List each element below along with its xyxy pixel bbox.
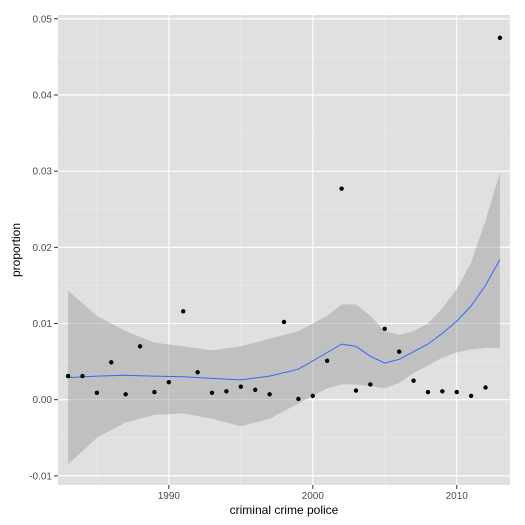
data-point <box>483 385 488 390</box>
data-point <box>166 379 172 385</box>
data-point <box>65 373 71 379</box>
data-point <box>296 396 301 402</box>
data-point <box>339 186 344 191</box>
data-point <box>382 326 387 332</box>
x-tick-label: 2010 <box>446 491 469 502</box>
data-points <box>65 35 503 402</box>
grid-minor <box>58 15 510 485</box>
y-tick-label: 0.03 <box>33 167 53 178</box>
x-tick-label: 1990 <box>158 491 181 502</box>
data-point <box>368 382 373 387</box>
x-axis-title: criminal crime police <box>230 503 339 517</box>
data-point <box>425 389 431 395</box>
y-tick-label: 0.00 <box>33 395 53 406</box>
data-point <box>253 387 258 392</box>
y-tick-label: -0.01 <box>29 471 52 482</box>
data-point <box>80 373 85 379</box>
data-point <box>224 389 229 394</box>
y-tick-label: 0.05 <box>33 14 53 25</box>
data-point <box>195 370 200 375</box>
data-point <box>123 392 128 397</box>
data-point <box>281 319 287 325</box>
data-point <box>137 344 143 349</box>
data-point <box>238 384 244 389</box>
data-point <box>324 358 330 364</box>
data-point <box>468 393 474 399</box>
smooth-line <box>68 259 501 381</box>
data-point <box>181 309 186 314</box>
y-tick-label: 0.01 <box>33 319 53 330</box>
confidence-ribbon <box>68 172 500 465</box>
data-point <box>94 390 100 396</box>
data-point <box>396 349 402 354</box>
plot-panel <box>58 15 510 485</box>
x-tick-label: 2000 <box>302 491 325 502</box>
data-point <box>267 392 272 397</box>
y-tick-label: 0.04 <box>33 90 53 101</box>
data-point <box>152 389 157 395</box>
data-point <box>209 390 215 396</box>
y-axis-title: proportion <box>9 223 23 277</box>
x-axis: 1990 2000 2010 <box>158 485 469 502</box>
data-point <box>454 389 459 395</box>
data-point <box>310 393 315 399</box>
data-point <box>109 360 114 365</box>
data-point <box>353 388 359 393</box>
data-point <box>411 378 416 383</box>
data-point <box>497 35 503 41</box>
data-point <box>440 389 445 394</box>
y-tick-label: 0.02 <box>33 243 53 254</box>
y-axis: -0.01 0.00 0.01 0.02 0.03 0.04 0.05 <box>29 14 58 482</box>
